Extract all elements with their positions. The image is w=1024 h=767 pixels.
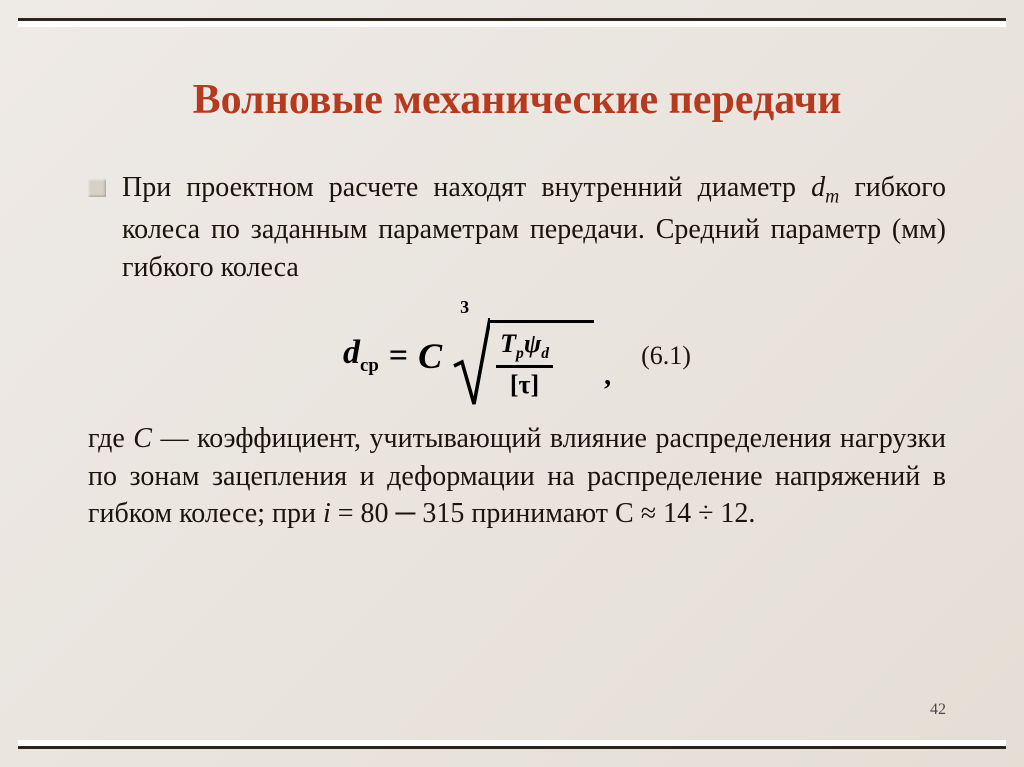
formula-lhs: dср bbox=[343, 334, 379, 377]
formula-coef: C bbox=[418, 335, 442, 377]
numerator: Tpψd bbox=[496, 329, 553, 368]
cube-root: 3 Tpψd [τ] bbox=[452, 312, 594, 400]
formula-row: dср = C 3 Tpψd [τ] bbox=[88, 312, 946, 400]
equals-sign: = bbox=[389, 337, 408, 375]
bullet-icon bbox=[88, 179, 106, 197]
paragraph-2: где C — коэффициент, учитывающий влияние… bbox=[88, 420, 946, 533]
page-number: 42 bbox=[930, 701, 946, 719]
denominator: [τ] bbox=[496, 368, 553, 400]
slide-frame: Волновые механические передачи При проек… bbox=[18, 18, 1006, 749]
root-index: 3 bbox=[460, 297, 469, 318]
radicand: Tpψd [τ] bbox=[490, 320, 594, 400]
equation-number: (6.1) bbox=[641, 341, 691, 371]
radical-icon bbox=[452, 320, 490, 400]
paragraph-1: При проектном расчете находят внутренний… bbox=[122, 169, 946, 287]
fraction: Tpψd [τ] bbox=[496, 329, 553, 400]
bullet-row-1: При проектном расчете находят внутренний… bbox=[88, 169, 946, 287]
formula: dср = C 3 Tpψd [τ] bbox=[343, 312, 611, 400]
slide-title: Волновые механические передачи bbox=[88, 76, 946, 124]
formula-trailing: , bbox=[604, 360, 611, 392]
